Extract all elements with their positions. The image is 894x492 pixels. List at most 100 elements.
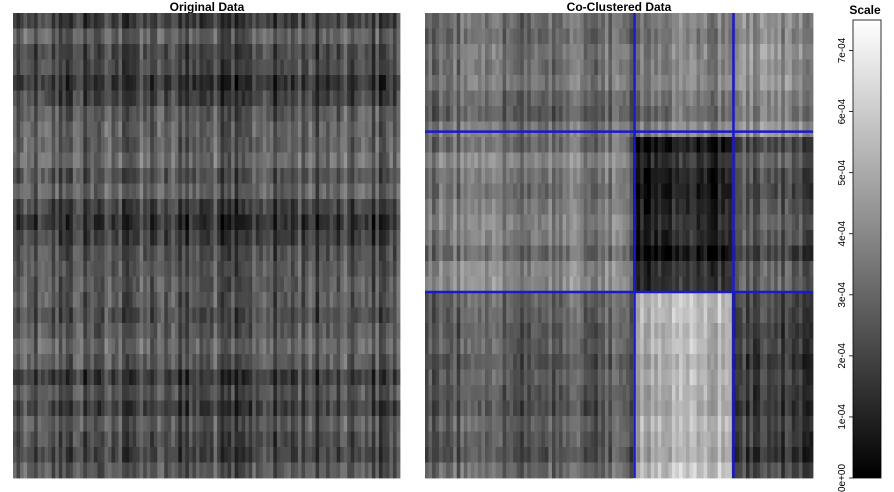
heatmap-cell: [83, 214, 88, 231]
heatmap-cell: [217, 214, 221, 231]
heatmap-cell: [245, 230, 250, 246]
heatmap-cell: [160, 106, 165, 122]
heatmap-cell: [164, 447, 169, 463]
heatmap-cell: [55, 183, 60, 200]
heatmap-cell: [55, 385, 60, 401]
heatmap-cell: [27, 400, 31, 417]
heatmap-cell: [788, 168, 793, 184]
heatmap-cell: [266, 385, 271, 401]
heatmap-cell: [446, 106, 451, 122]
heatmap-cell: [171, 338, 176, 355]
heatmap-cell: [238, 168, 243, 184]
heatmap-cell: [178, 28, 183, 45]
heatmap-cell: [238, 230, 243, 246]
heatmap-cell: [72, 400, 77, 417]
heatmap-cell: [195, 168, 200, 184]
heatmap-cell: [308, 168, 313, 184]
heatmap-cell: [566, 152, 571, 169]
heatmap-cell: [139, 245, 144, 262]
heatmap-cell: [654, 199, 659, 215]
heatmap-cell: [308, 44, 313, 60]
heatmap-cell: [20, 400, 24, 417]
heatmap-cell: [65, 75, 70, 91]
heatmap-cell: [16, 369, 21, 386]
heatmap-cell: [167, 106, 172, 122]
heatmap-coclustered: [425, 13, 814, 479]
heatmap-cell: [283, 354, 288, 370]
heatmap-cell: [69, 152, 74, 169]
heatmap-cell: [573, 214, 578, 231]
heatmap-cell: [573, 121, 578, 138]
heatmap-cell: [245, 431, 250, 448]
heatmap-cell: [315, 59, 320, 76]
heatmap-cell: [378, 354, 383, 370]
heatmap-cell: [392, 400, 397, 417]
heatmap-cell: [72, 338, 77, 355]
heatmap-cell: [559, 183, 563, 200]
heatmap-cell: [354, 90, 359, 107]
heatmap-cell: [389, 245, 394, 262]
heatmap-cell: [139, 230, 144, 246]
heatmap-cell: [269, 28, 274, 45]
heatmap-cell: [23, 152, 28, 169]
heatmap-cell: [326, 230, 331, 246]
heatmap-cell: [65, 447, 70, 463]
heatmap-cell: [220, 121, 225, 138]
heatmap-cell: [34, 245, 39, 262]
heatmap-cell: [495, 199, 500, 215]
heatmap-cell: [551, 137, 556, 153]
heatmap-cell: [432, 28, 436, 45]
heatmap-cell: [132, 307, 137, 324]
heatmap-cell: [315, 400, 320, 417]
heatmap-cell: [340, 44, 345, 60]
heatmap-cell: [534, 245, 539, 262]
heatmap-cell: [125, 261, 130, 277]
heatmap-cell: [622, 75, 627, 91]
heatmap-cell: [371, 75, 376, 91]
heatmap-cell: [164, 13, 169, 29]
heatmap-cell: [502, 168, 507, 184]
heatmap-cell: [287, 152, 292, 169]
heatmap-cell: [562, 90, 567, 107]
heatmap-cell: [167, 28, 172, 45]
heatmap-cell: [97, 106, 102, 122]
heatmap-cell: [206, 199, 211, 215]
heatmap-cell: [622, 44, 627, 60]
heatmap-cell: [100, 199, 105, 215]
heatmap-cell: [735, 75, 740, 91]
heatmap-cell: [689, 168, 694, 184]
heatmap-cell: [555, 75, 560, 91]
heatmap-cell: [537, 137, 542, 153]
heatmap-cell: [129, 183, 134, 200]
heatmap-cell: [682, 13, 687, 29]
heatmap-cell: [62, 369, 67, 386]
heatmap-cell: [269, 261, 274, 277]
heatmap-cell: [305, 385, 309, 401]
heatmap-cell: [167, 152, 172, 169]
heatmap-cell: [280, 75, 285, 91]
heatmap-cell: [308, 292, 313, 308]
heatmap-cell: [378, 261, 383, 277]
heatmap-cell: [115, 276, 119, 293]
heatmap-cell: [604, 59, 609, 76]
heatmap-cell: [153, 75, 158, 91]
heatmap-cell: [90, 447, 95, 463]
heatmap-cell: [802, 152, 807, 169]
heatmap-cell: [146, 183, 151, 200]
heatmap-cell: [93, 44, 98, 60]
heatmap-cell: [157, 106, 162, 122]
heatmap-cell: [97, 90, 102, 107]
heatmap-cell: [255, 199, 260, 215]
heatmap-cell: [69, 183, 74, 200]
heatmap-cell: [541, 106, 546, 122]
heatmap-cell: [774, 199, 779, 215]
heatmap-cell: [389, 276, 394, 293]
heatmap-cell: [206, 121, 211, 138]
heatmap-cell: [364, 44, 369, 60]
heatmap-cell: [745, 13, 750, 29]
heatmap-cell: [72, 354, 77, 370]
heatmap-cell: [115, 152, 119, 169]
heatmap-cell: [86, 261, 91, 277]
heatmap-cell: [668, 230, 673, 246]
heatmap-cell: [668, 152, 673, 169]
